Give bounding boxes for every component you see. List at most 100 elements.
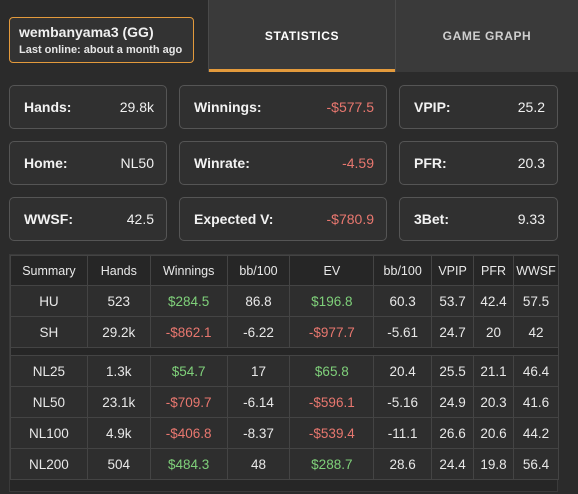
cell-winnings: $284.5 (149, 285, 228, 317)
header-winnings[interactable]: Winnings (149, 255, 228, 286)
cell-vpip: 24.4 (431, 448, 475, 480)
table-group-separator (10, 347, 559, 356)
cell-winnings: $54.7 (149, 355, 228, 387)
header-pfr[interactable]: PFR (473, 255, 514, 286)
header-hands[interactable]: Hands (86, 255, 151, 286)
stat-label: Winnings: (194, 99, 262, 115)
cell-wwsf: 57.5 (512, 285, 560, 317)
cell-ev: -$977.7 (289, 316, 375, 348)
cell-pfr: 20.3 (473, 386, 514, 418)
separator-cell (10, 347, 559, 356)
cell-ev: $196.8 (289, 285, 375, 317)
row-label: HU (10, 285, 88, 317)
table-row: NL100 4.9k -$406.8 -8.37 -$539.4 -11.1 2… (10, 417, 560, 449)
cell-pfr: 21.1 (473, 355, 514, 387)
header-wwsf[interactable]: WWSF (512, 255, 560, 286)
header: wembanyama3 (GG) Last online: about a mo… (0, 0, 578, 72)
stat-winrate: Winrate: -4.59 (179, 141, 387, 185)
header-ev[interactable]: EV (289, 255, 375, 286)
table-row: HU 523 $284.5 86.8 $196.8 60.3 53.7 42.4… (10, 285, 560, 317)
stat-expected-value: Expected V: -$780.9 (179, 197, 387, 241)
cell-ev: -$539.4 (289, 417, 375, 449)
cell-wwsf: 46.4 (512, 355, 560, 387)
table-row: SH 29.2k -$862.1 -6.22 -$977.7 -5.61 24.… (10, 316, 560, 348)
cell-winnings: $484.3 (149, 448, 228, 480)
cell-pfr: 42.4 (473, 285, 514, 317)
stat-value: -$780.9 (326, 211, 374, 227)
stat-label: VPIP: (414, 99, 451, 115)
stat-value: NL50 (120, 155, 154, 171)
cell-bb100: 48 (226, 448, 291, 480)
cell-bb100: -6.22 (226, 316, 291, 348)
header-summary[interactable]: Summary (10, 255, 88, 286)
stat-label: Expected V: (194, 211, 274, 227)
cell-hands: 29.2k (86, 316, 151, 348)
stat-value: 42.5 (126, 211, 154, 227)
tab-game-graph[interactable]: GAME GRAPH (395, 0, 578, 72)
row-label: NL200 (10, 448, 88, 480)
cell-hands: 1.3k (86, 355, 151, 387)
stat-value: 9.33 (517, 211, 545, 227)
row-label: NL25 (10, 355, 88, 387)
stat-pfr: PFR: 20.3 (399, 141, 558, 185)
stat-winnings: Winnings: -$577.5 (179, 85, 387, 129)
table-row: NL200 504 $484.3 48 $288.7 28.6 24.4 19.… (10, 448, 560, 480)
cell-ev-bb100: -5.16 (373, 386, 433, 418)
cell-wwsf: 44.2 (512, 417, 560, 449)
cell-vpip: 26.6 (431, 417, 475, 449)
cell-ev-bb100: 20.4 (373, 355, 433, 387)
stat-vpip: VPIP: 25.2 (399, 85, 558, 129)
stat-value: -$577.5 (326, 99, 374, 115)
cell-pfr: 20.6 (473, 417, 514, 449)
last-online-status: Last online: about a month ago (19, 44, 183, 56)
stat-hands: Hands: 29.8k (9, 85, 167, 129)
stat-wwsf: WWSF: 42.5 (9, 197, 167, 241)
table-row: NL25 1.3k $54.7 17 $65.8 20.4 25.5 21.1 … (10, 355, 560, 387)
stat-label: PFR: (414, 155, 447, 171)
row-label: NL50 (10, 386, 88, 418)
cell-vpip: 25.5 (431, 355, 475, 387)
row-label: NL100 (10, 417, 88, 449)
cell-bb100: -8.37 (226, 417, 291, 449)
cell-vpip: 24.9 (431, 386, 475, 418)
player-name: wembanyama3 (GG) (19, 24, 154, 40)
cell-ev-bb100: -11.1 (373, 417, 433, 449)
cell-ev-bb100: -5.61 (373, 316, 433, 348)
cell-wwsf: 56.4 (512, 448, 560, 480)
cell-bb100: 17 (226, 355, 291, 387)
table-header-row: Summary Hands Winnings bb/100 EV bb/100 … (10, 255, 560, 286)
cell-ev-bb100: 60.3 (373, 285, 433, 317)
cell-bb100: 86.8 (226, 285, 291, 317)
stat-home: Home: NL50 (9, 141, 167, 185)
summary-table: Summary Hands Winnings bb/100 EV bb/100 … (9, 254, 560, 492)
cell-ev: $288.7 (289, 448, 375, 480)
stat-value: 29.8k (119, 99, 154, 115)
player-card[interactable]: wembanyama3 (GG) Last online: about a mo… (9, 17, 194, 63)
cell-winnings: -$862.1 (149, 316, 228, 348)
row-label: SH (10, 316, 88, 348)
cell-winnings: -$406.8 (149, 417, 228, 449)
stat-label: WWSF: (24, 211, 73, 227)
stat-label: Hands: (24, 99, 72, 115)
cell-ev: -$596.1 (289, 386, 375, 418)
stat-label: Home: (24, 155, 68, 171)
header-vpip[interactable]: VPIP (431, 255, 475, 286)
table-row: NL50 23.1k -$709.7 -6.14 -$596.1 -5.16 2… (10, 386, 560, 418)
cell-hands: 523 (86, 285, 151, 317)
header-ev-bb100[interactable]: bb/100 (373, 255, 433, 286)
stat-value: -4.59 (342, 155, 374, 171)
stat-3bet: 3Bet: 9.33 (399, 197, 558, 241)
cell-ev: $65.8 (289, 355, 375, 387)
cell-pfr: 20 (473, 316, 514, 348)
cell-bb100: -6.14 (226, 386, 291, 418)
cell-hands: 4.9k (86, 417, 151, 449)
cell-vpip: 24.7 (431, 316, 475, 348)
cell-hands: 504 (86, 448, 151, 480)
stat-label: 3Bet: (414, 211, 450, 227)
cell-winnings: -$709.7 (149, 386, 228, 418)
cell-pfr: 19.8 (473, 448, 514, 480)
stat-value: 20.3 (517, 155, 545, 171)
cell-wwsf: 41.6 (512, 386, 560, 418)
header-bb100[interactable]: bb/100 (226, 255, 291, 286)
tab-statistics[interactable]: STATISTICS (208, 0, 395, 72)
